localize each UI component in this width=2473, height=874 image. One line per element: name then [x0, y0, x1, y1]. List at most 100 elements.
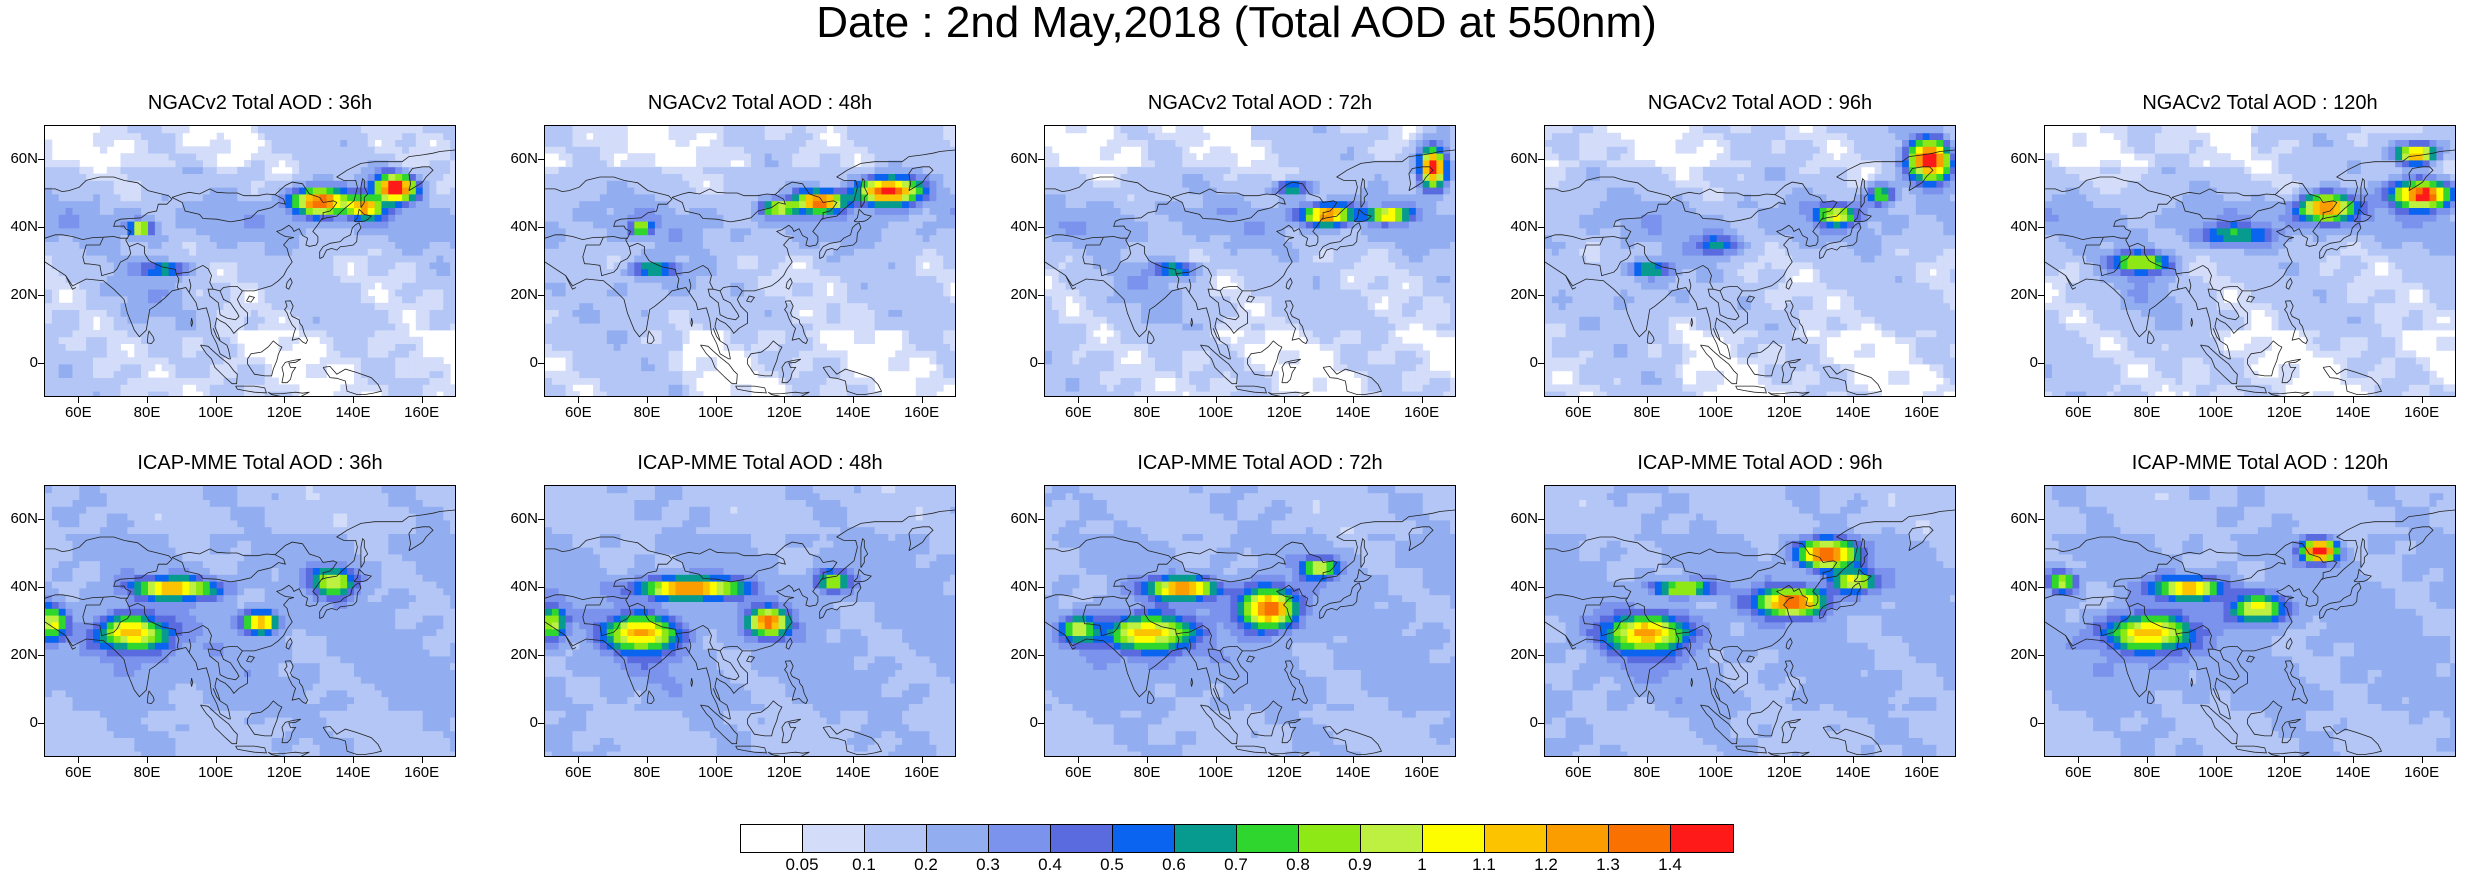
aod-field [545, 486, 955, 756]
lat-tick-label: 0 [1004, 715, 1038, 731]
map-frame [2044, 485, 2456, 757]
lon-tick [2078, 757, 2080, 763]
lon-tick [421, 757, 423, 763]
lat-tick [2038, 587, 2044, 588]
lon-tick [1578, 397, 1580, 403]
colorbar-label: 0.5 [1087, 856, 1137, 874]
lat-tick-label: 0 [1504, 715, 1538, 731]
colorbar-swatch [803, 825, 865, 852]
colorbar-label: 0.4 [1025, 856, 1075, 874]
lat-tick [1538, 723, 1544, 724]
lon-tick-label: 140E [1331, 765, 1375, 781]
lon-tick-label: 60E [56, 765, 100, 781]
lon-tick-label: 80E [125, 765, 169, 781]
lon-tick [2353, 397, 2354, 403]
panel-title: ICAP-MME Total AOD : 72h [1000, 452, 1520, 474]
lat-tick-label: 0 [504, 355, 538, 371]
lat-tick-label: 20N [1504, 647, 1538, 663]
colorbar-label: 0.7 [1211, 856, 1261, 874]
lat-tick-label: 40N [4, 219, 38, 235]
aod-map [545, 486, 955, 756]
aod-map [45, 486, 455, 756]
map-panel: ICAP-MME Total AOD : 48h 60N 40N 20N 0 60E 80E… [500, 452, 1020, 782]
lon-tick-label: 140E [831, 405, 875, 421]
lat-tick [2038, 295, 2044, 296]
lon-tick-label: 60E [2056, 405, 2100, 421]
colorbar-label: 1 [1397, 856, 1447, 874]
lon-tick [578, 757, 580, 763]
lon-tick [353, 757, 354, 763]
lon-tick-label: 80E [2125, 765, 2169, 781]
lat-tick [2038, 159, 2044, 160]
map-frame [544, 485, 956, 757]
lon-tick-label: 100E [1194, 405, 1238, 421]
lat-tick [2038, 363, 2044, 364]
map-panel: NGACv2 Total AOD : 36h 60N 40N 20N 0 60E 80E 10… [0, 92, 520, 422]
colorbar-label: 0.6 [1149, 856, 1199, 874]
lon-tick [1078, 757, 1080, 763]
lon-tick-label: 140E [331, 405, 375, 421]
lat-tick-label: 60N [2004, 511, 2038, 527]
aod-map [1545, 486, 1955, 756]
aod-field [1045, 126, 1455, 396]
panel-title: ICAP-MME Total AOD : 36h [0, 452, 520, 474]
lat-tick [38, 295, 44, 296]
aod-map [545, 126, 955, 396]
lon-tick-label: 160E [2400, 405, 2444, 421]
lon-tick [578, 397, 580, 403]
lon-tick [215, 757, 217, 763]
lat-tick-label: 0 [2004, 355, 2038, 371]
lat-tick-label: 20N [1004, 287, 1038, 303]
coastlines [545, 509, 955, 756]
lon-tick-label: 120E [1262, 405, 1306, 421]
lat-tick-label: 20N [4, 287, 38, 303]
lat-tick-label: 40N [1004, 219, 1038, 235]
lat-tick [2038, 655, 2044, 656]
lon-tick-label: 120E [1262, 765, 1306, 781]
aod-field [1545, 126, 1955, 396]
lon-tick [853, 757, 854, 763]
lon-tick-label: 120E [762, 405, 806, 421]
lat-tick [1538, 519, 1544, 520]
lon-tick [1853, 397, 1854, 403]
lon-tick-label: 60E [1056, 405, 1100, 421]
lon-tick-label: 120E [762, 765, 806, 781]
colorbar-label: 0.2 [901, 856, 951, 874]
coastlines [1045, 149, 1455, 396]
lon-tick [1784, 397, 1786, 403]
lon-tick-label: 160E [1900, 765, 1944, 781]
lon-tick-label: 100E [2194, 765, 2238, 781]
colorbar-swatch [1423, 825, 1485, 852]
lon-tick-label: 160E [400, 765, 444, 781]
lon-tick [715, 757, 717, 763]
lat-tick [1538, 227, 1544, 228]
lat-tick [538, 655, 544, 656]
coastlines [45, 149, 455, 396]
lon-tick-label: 80E [625, 765, 669, 781]
colorbar-label: 0.9 [1335, 856, 1385, 874]
lat-tick-label: 0 [4, 715, 38, 731]
lon-tick-label: 100E [2194, 405, 2238, 421]
lat-tick-label: 40N [2004, 579, 2038, 595]
lon-tick [647, 757, 648, 763]
lat-tick [1038, 363, 1044, 364]
lon-tick-label: 100E [194, 765, 238, 781]
lon-tick-label: 60E [2056, 765, 2100, 781]
lat-tick [1038, 295, 1044, 296]
lat-tick [2038, 723, 2044, 724]
lon-tick-label: 100E [194, 405, 238, 421]
lon-tick-label: 120E [1762, 765, 1806, 781]
aod-map [45, 126, 455, 396]
aod-map [2045, 486, 2455, 756]
lat-tick [538, 295, 544, 296]
lon-tick-label: 140E [1831, 765, 1875, 781]
lon-tick [1147, 757, 1148, 763]
lat-tick-label: 40N [504, 579, 538, 595]
lat-tick-label: 40N [504, 219, 538, 235]
lon-tick [1921, 757, 1923, 763]
lat-tick [38, 363, 44, 364]
panel-title: NGACv2 Total AOD : 96h [1500, 92, 2020, 114]
lon-tick [215, 397, 217, 403]
lon-tick-label: 80E [125, 405, 169, 421]
lon-tick-label: 80E [2125, 405, 2169, 421]
